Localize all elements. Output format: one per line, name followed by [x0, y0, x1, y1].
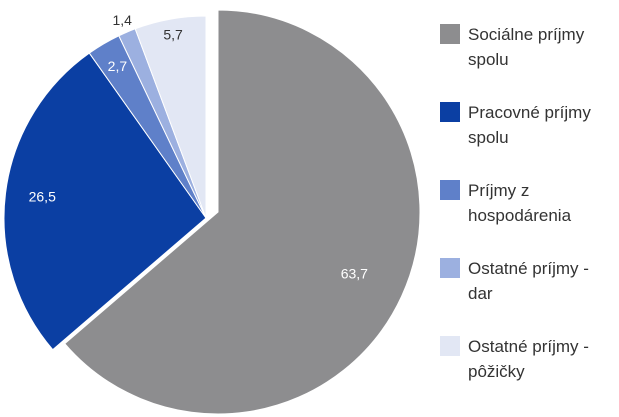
legend-label: Ostatné príjmy - dar: [468, 259, 589, 303]
legend: Sociálne príjmy spolu Pracovné príjmy spo…: [440, 22, 618, 412]
legend-item: Príjmy z hospodárenia: [440, 178, 618, 256]
legend-label: Ostatné príjmy - pôžičky: [468, 337, 589, 381]
legend-item: Ostatné príjmy - pôžičky: [440, 334, 618, 412]
slice-label: 1,4: [113, 12, 133, 28]
legend-label: Príjmy z hospodárenia: [468, 181, 572, 225]
slice-label: 5,7: [163, 27, 183, 43]
slice-label: 63,7: [341, 265, 368, 281]
legend-swatch: [440, 102, 460, 122]
legend-item: Pracovné príjmy spolu: [440, 100, 618, 178]
pie-slice: [64, 9, 421, 415]
legend-label: Sociálne príjmy spolu: [468, 25, 585, 69]
pie-slice: [134, 15, 207, 219]
pie-slice: [3, 52, 207, 351]
pie: 63,7 26,5 2,7 1,4 5,7: [3, 9, 421, 415]
legend-swatch: [440, 180, 460, 200]
legend-item: Ostatné príjmy - dar: [440, 256, 618, 334]
legend-swatch: [440, 24, 460, 44]
legend-swatch: [440, 258, 460, 278]
legend-swatch: [440, 336, 460, 356]
slice-label: 2,7: [108, 58, 128, 74]
legend-item: Sociálne príjmy spolu: [440, 22, 618, 100]
legend-label: Pracovné príjmy spolu: [468, 103, 591, 147]
slice-label: 26,5: [29, 189, 56, 205]
